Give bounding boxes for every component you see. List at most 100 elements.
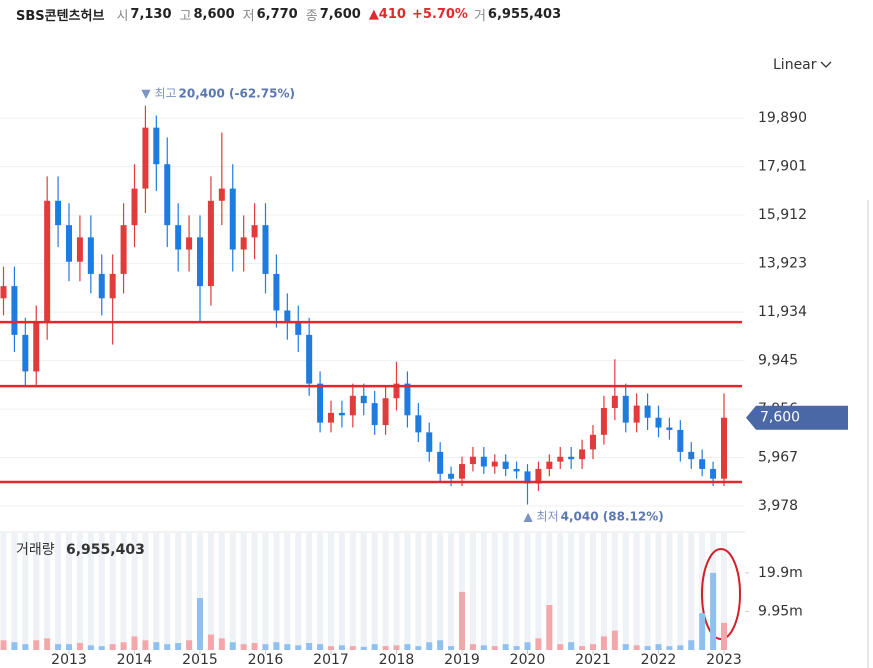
candle-body xyxy=(76,237,83,262)
candle-body xyxy=(317,383,324,423)
candle-body xyxy=(186,237,193,250)
field-label: 종 xyxy=(305,8,318,24)
change: ▲410 xyxy=(368,6,406,22)
candle-body xyxy=(448,473,455,479)
field-value: 6,770 xyxy=(256,6,298,22)
y-tick-label: 13,923 xyxy=(758,256,807,272)
volume-bar xyxy=(164,644,171,650)
volume-bar xyxy=(437,640,444,650)
volume-bar xyxy=(87,645,94,650)
candle-body xyxy=(633,405,640,423)
candle-body xyxy=(284,310,291,323)
candle-body xyxy=(644,405,651,418)
candle-body xyxy=(458,464,466,479)
volume-bar xyxy=(284,644,291,650)
volume-bar xyxy=(546,605,553,650)
low-note: ▲ 최저 4,040 (88.12%) xyxy=(524,509,664,523)
y-tick-label: 15,912 xyxy=(758,207,807,223)
field-label: 고 xyxy=(179,8,192,24)
field-value: 7,600 xyxy=(319,6,361,22)
candle-body xyxy=(55,200,62,226)
volume-bar xyxy=(196,598,204,650)
volume-bar xyxy=(306,643,313,650)
volume-bar xyxy=(131,636,138,650)
field-value: 6,955,403 xyxy=(487,6,562,22)
volume-bar xyxy=(448,646,455,650)
volume-bar xyxy=(262,644,269,650)
candle-body xyxy=(557,456,564,462)
candle-body xyxy=(579,449,586,460)
candle-body xyxy=(196,237,204,287)
volume-bar xyxy=(218,638,225,650)
candle-body xyxy=(87,237,94,274)
volume-bar xyxy=(524,642,531,650)
volume-bar xyxy=(142,640,149,650)
scale-mode[interactable]: Linear xyxy=(773,57,817,73)
candle-body xyxy=(480,456,487,467)
volume-last: 6,955,403 xyxy=(66,542,145,558)
volume-bar xyxy=(404,644,411,650)
x-tick-label: 2023 xyxy=(706,652,742,668)
volume-bar xyxy=(633,645,640,650)
volume-bar xyxy=(699,613,706,650)
x-tick-label: 2020 xyxy=(510,652,546,668)
x-tick-label: 2014 xyxy=(117,652,153,668)
volume-bar xyxy=(186,640,193,650)
volume-bar xyxy=(393,645,400,650)
candle-body xyxy=(164,164,171,226)
price-tag-label: 7,600 xyxy=(760,410,800,426)
dropdown-icon[interactable] xyxy=(820,61,832,68)
candle-body xyxy=(33,322,40,372)
candle-body xyxy=(153,127,160,165)
volume-bar xyxy=(360,646,367,650)
x-tick-label: 2015 xyxy=(182,652,218,668)
candle-body xyxy=(677,429,684,452)
candle-body xyxy=(699,459,706,469)
field-label: 시 xyxy=(116,8,129,24)
volume-bar xyxy=(11,642,18,650)
candle-body xyxy=(415,415,422,433)
note-text: ▲ 최저 xyxy=(524,509,559,523)
volume-bar xyxy=(655,644,662,650)
candle-body xyxy=(622,395,629,423)
field-value: 8,600 xyxy=(193,6,235,22)
volume-bar xyxy=(273,642,280,650)
candle-body xyxy=(273,273,280,311)
field-label: 저 xyxy=(242,8,255,24)
volume-bar xyxy=(327,646,335,650)
candle-body xyxy=(240,237,247,250)
candle-body xyxy=(546,461,553,469)
candle-body xyxy=(600,407,607,435)
candle-body xyxy=(524,471,531,484)
candle-body xyxy=(393,383,400,399)
field-value: 7,130 xyxy=(130,6,172,22)
note-text: ▼ 최고 xyxy=(141,86,176,100)
candle-body xyxy=(720,417,728,479)
candle-body xyxy=(175,225,182,250)
candle-body xyxy=(437,451,444,474)
candle-body xyxy=(22,334,29,372)
candle-body xyxy=(109,273,116,299)
candle-body xyxy=(0,286,7,299)
stock-name: SBS콘텐츠허브 xyxy=(16,8,105,24)
candle-body xyxy=(404,383,411,416)
note-label: 4,040 (88.12%) xyxy=(561,509,664,523)
volume-bar xyxy=(644,646,651,650)
volume-bar xyxy=(371,644,378,650)
volume-bar xyxy=(502,644,509,650)
volume-bar xyxy=(491,646,498,650)
volume-bar xyxy=(22,644,29,650)
candle-body xyxy=(98,273,105,299)
candle-body xyxy=(327,412,335,423)
candle-body xyxy=(502,461,509,469)
x-tick-label: 2017 xyxy=(313,652,349,668)
candle-body xyxy=(666,427,673,430)
volume-bar xyxy=(415,646,422,650)
candle-body xyxy=(349,395,356,416)
volume-bar xyxy=(33,640,40,650)
volume-bar xyxy=(349,646,356,650)
high-note: ▼ 최고 20,400 (-62.75%) xyxy=(141,86,295,100)
candle-body xyxy=(338,412,345,416)
change-pct: +5.70% xyxy=(411,6,468,22)
